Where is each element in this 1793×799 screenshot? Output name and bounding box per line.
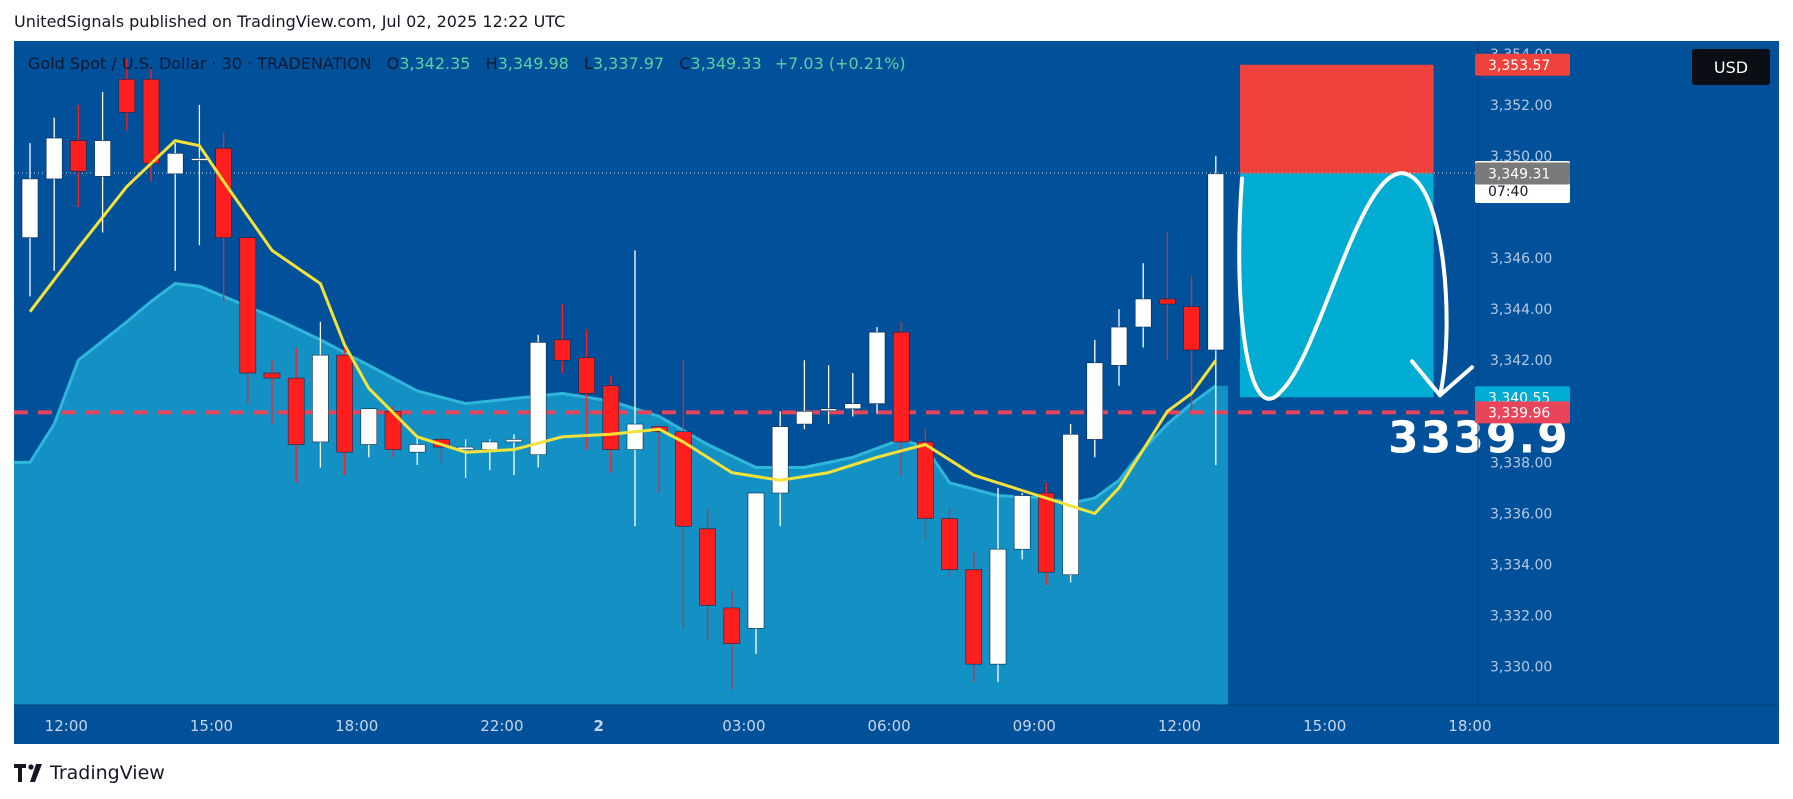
candle-body[interactable] xyxy=(868,331,886,404)
currency-button[interactable]: USD xyxy=(1692,49,1770,85)
candle-body[interactable] xyxy=(408,444,426,453)
take-profit-zone[interactable] xyxy=(1240,173,1434,398)
price-tick-label: 3,346.00 xyxy=(1490,251,1552,267)
candle-body[interactable] xyxy=(892,331,910,443)
price-badge-label: 3,353.57 xyxy=(1488,58,1550,74)
candle-body[interactable] xyxy=(1086,362,1104,440)
candle-body[interactable] xyxy=(699,528,716,606)
time-tick-label: 06:00 xyxy=(867,717,910,735)
candle-body[interactable] xyxy=(917,441,934,519)
ema-line xyxy=(28,139,1218,515)
candle-body[interactable] xyxy=(1038,492,1055,573)
candle-body[interactable] xyxy=(771,426,789,494)
time-tick-label: 2 xyxy=(593,717,603,735)
candle-body[interactable] xyxy=(215,147,232,238)
candle-body[interactable] xyxy=(844,403,862,410)
price-badge[interactable] xyxy=(1475,53,1570,76)
candle-body[interactable] xyxy=(505,439,523,443)
candle-body[interactable] xyxy=(941,518,958,570)
open-value: 3,342.35 xyxy=(399,54,471,73)
candle-body[interactable] xyxy=(21,178,39,238)
candle-body[interactable] xyxy=(142,79,160,164)
price-tick-label: 3,332.00 xyxy=(1490,609,1552,625)
candle-body[interactable] xyxy=(481,441,499,450)
time-tick-label: 18:00 xyxy=(1448,717,1491,735)
candle-body[interactable] xyxy=(820,408,837,412)
tradingview-logo-icon xyxy=(14,764,42,782)
time-tick-label: 03:00 xyxy=(722,717,765,735)
projection-curve[interactable] xyxy=(1237,171,1449,401)
time-tick-label: 12:00 xyxy=(1158,717,1201,735)
candle-body[interactable] xyxy=(578,357,595,394)
candle-body[interactable] xyxy=(1110,326,1128,366)
low-label: L xyxy=(583,54,593,73)
candle-body[interactable] xyxy=(94,140,111,177)
candle-body[interactable] xyxy=(1013,495,1031,550)
price-tick-label: 3,336.00 xyxy=(1490,506,1552,522)
close-value: 3,349.33 xyxy=(690,54,762,73)
arrow-down-icon[interactable] xyxy=(1410,359,1474,398)
symbol-label[interactable]: Gold Spot / U.S. Dollar · 30 · TRADENATI… xyxy=(28,54,372,73)
candle-body[interactable] xyxy=(70,140,87,172)
candle-body[interactable] xyxy=(989,548,1007,665)
candle-body[interactable] xyxy=(1159,298,1176,305)
open-label: O xyxy=(386,54,400,73)
close-label: C xyxy=(679,54,691,73)
candle-body[interactable] xyxy=(118,79,136,113)
price-tick-label: 3,350.00 xyxy=(1490,149,1552,165)
candle-body[interactable] xyxy=(723,607,741,645)
candle-body[interactable] xyxy=(336,354,353,453)
time-tick-label: 15:00 xyxy=(190,717,233,735)
candle-body[interactable] xyxy=(602,385,620,450)
candle-body[interactable] xyxy=(747,492,765,629)
candle-body[interactable] xyxy=(263,372,281,379)
price-tick-label: 3,338.00 xyxy=(1490,455,1552,471)
time-tick-label: 15:00 xyxy=(1303,717,1346,735)
publisher-line: UnitedSignals published on TradingView.c… xyxy=(14,12,566,31)
price-tick-label: 3,352.00 xyxy=(1490,98,1552,114)
candle-body[interactable] xyxy=(1207,173,1225,351)
time-tick-label: 09:00 xyxy=(1013,717,1056,735)
price-tick-label: 3,342.00 xyxy=(1490,353,1552,369)
price-tick-label: 3,330.00 xyxy=(1490,660,1552,676)
price-badge-label: 3,349.31 xyxy=(1488,167,1550,183)
candle-body[interactable] xyxy=(796,411,813,425)
candle-body[interactable] xyxy=(166,153,184,175)
candle-body[interactable] xyxy=(239,237,257,374)
candle-body[interactable] xyxy=(965,569,983,665)
candle-body[interactable] xyxy=(554,339,571,361)
price-badge[interactable] xyxy=(1475,401,1570,424)
tradingview-brand: TradingView xyxy=(50,762,165,784)
stop-loss-zone[interactable] xyxy=(1240,64,1434,174)
candle-body[interactable] xyxy=(191,158,208,161)
price-badge[interactable] xyxy=(1475,162,1570,185)
price-badge-label: 3,339.96 xyxy=(1488,405,1550,421)
candle-body[interactable] xyxy=(1183,306,1200,351)
candle-body[interactable] xyxy=(529,342,547,456)
candle-body[interactable] xyxy=(360,408,378,445)
tradingview-logo[interactable]: TradingView xyxy=(14,762,165,784)
time-tick-label: 18:00 xyxy=(335,717,378,735)
candle-body[interactable] xyxy=(45,137,63,180)
price-tick-label: 3,334.00 xyxy=(1490,558,1552,574)
ohlc-legend: Gold Spot / U.S. Dollar · 30 · TRADENATI… xyxy=(28,54,906,73)
high-label: H xyxy=(485,54,498,73)
countdown-label: 07:40 xyxy=(1488,184,1528,200)
low-value: 3,337.97 xyxy=(592,54,665,73)
change-value: +7.03 (+0.21%) xyxy=(774,54,906,73)
price-tick-label: 3,344.00 xyxy=(1490,302,1552,318)
candle-body[interactable] xyxy=(626,423,644,450)
candle-body[interactable] xyxy=(1134,298,1152,328)
time-tick-label: 22:00 xyxy=(480,717,523,735)
time-tick-label: 12:00 xyxy=(45,717,88,735)
high-value: 3,349.98 xyxy=(497,54,569,73)
candle-body[interactable] xyxy=(287,377,305,445)
candle-body[interactable] xyxy=(312,354,329,443)
candle-body[interactable] xyxy=(675,431,692,527)
